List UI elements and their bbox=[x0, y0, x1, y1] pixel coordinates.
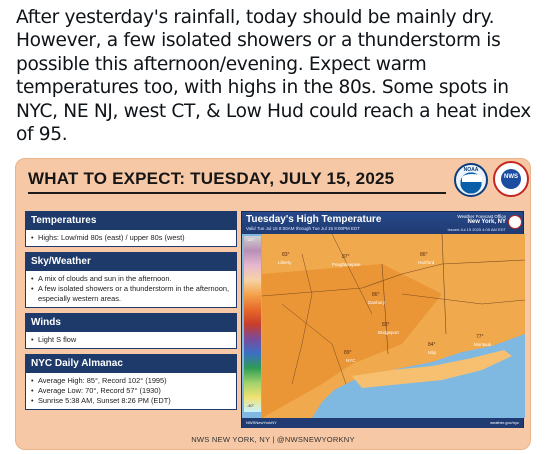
section-sky-body: A mix of clouds and sun in the afternoon… bbox=[25, 270, 237, 308]
map-point-danbury: 86° Danbury bbox=[368, 292, 386, 305]
forecast-sections: Temperatures Highs: Low/mid 80s (east) /… bbox=[25, 211, 237, 415]
map-valid-time: Valid Tue Jul 15 8:00AM through Tue Jul … bbox=[246, 226, 360, 231]
map-footer-url: weather.gov/nyc bbox=[490, 420, 519, 425]
map-header: Tuesday's High Temperature Valid Tue Jul… bbox=[242, 212, 523, 234]
high-temperature-map: Tuesday's High Temperature Valid Tue Jul… bbox=[241, 211, 526, 428]
svg-text:Bridgeport: Bridgeport bbox=[378, 330, 400, 335]
svg-text:89°: 89° bbox=[344, 350, 352, 356]
map-point-poughkeepsie: 87° Poughkeepsie bbox=[332, 254, 361, 267]
noaa-logo: NOAA bbox=[454, 163, 488, 197]
temperature-legend: 120° -40° bbox=[244, 236, 261, 412]
map-office: Weather Forecast Office New York, NY bbox=[457, 214, 506, 225]
graphic-title: WHAT TO EXPECT: TUESDAY, JULY 15, 2025 bbox=[28, 169, 446, 194]
section-almanac-head: NYC Daily Almanac bbox=[25, 354, 237, 372]
map-point-liberty: 83° Liberty bbox=[278, 252, 292, 265]
map-point-bridgeport: 83° Bridgeport bbox=[378, 322, 400, 335]
nws-logo: NWS bbox=[493, 161, 529, 197]
map-point-montauk: 77° Montauk bbox=[474, 334, 492, 347]
map-area: 83° Liberty 87° Poughkeepsie 86° Hartfor… bbox=[242, 233, 526, 418]
post-text: After yesterday's rainfall, today should… bbox=[16, 7, 531, 146]
svg-text:86°: 86° bbox=[372, 292, 380, 298]
map-title: Tuesday's High Temperature bbox=[246, 214, 382, 225]
section-winds-body: Light S flow bbox=[25, 331, 237, 349]
section-sky-head: Sky/Weather bbox=[25, 252, 237, 270]
svg-text:Montauk: Montauk bbox=[474, 342, 492, 347]
map-nws-logo bbox=[508, 215, 522, 229]
weather-graphic[interactable]: WHAT TO EXPECT: TUESDAY, JULY 15, 2025 N… bbox=[15, 158, 531, 450]
section-temperatures-body: Highs: Low/mid 80s (east) / upper 80s (w… bbox=[25, 229, 237, 247]
map-footer: NWSNewYorkNY weather.gov/nyc bbox=[242, 418, 523, 428]
section-winds-head: Winds bbox=[25, 313, 237, 331]
graphic-footer: NWS NEW YORK, NY | @NWSNEWYORKNY bbox=[191, 435, 355, 444]
map-svg: 83° Liberty 87° Poughkeepsie 86° Hartfor… bbox=[261, 233, 526, 418]
map-point-nyc: 89° NYC bbox=[344, 350, 356, 363]
svg-text:77°: 77° bbox=[476, 334, 484, 340]
map-point-islip: 84° Islip bbox=[428, 342, 436, 355]
svg-text:NYC: NYC bbox=[346, 358, 356, 363]
svg-text:Hartford: Hartford bbox=[418, 260, 435, 265]
svg-text:84°: 84° bbox=[428, 342, 436, 348]
section-almanac-body: Average High: 85°, Record 102° (1995) Av… bbox=[25, 372, 237, 410]
svg-text:Liberty: Liberty bbox=[278, 260, 292, 265]
svg-text:Danbury: Danbury bbox=[368, 300, 386, 305]
svg-text:87°: 87° bbox=[342, 254, 350, 260]
svg-text:83°: 83° bbox=[282, 252, 290, 258]
svg-text:86°: 86° bbox=[420, 252, 428, 258]
svg-text:83°: 83° bbox=[382, 322, 390, 328]
svg-text:Islip: Islip bbox=[428, 350, 436, 355]
section-temperatures-head: Temperatures bbox=[25, 211, 237, 229]
map-issued-time: Issued Jul 15 2025 4:05 AM EDT bbox=[447, 227, 506, 232]
svg-text:Poughkeepsie: Poughkeepsie bbox=[332, 262, 361, 267]
map-footer-handle: NWSNewYorkNY bbox=[246, 420, 277, 425]
map-point-hartford: 86° Hartford bbox=[418, 252, 435, 265]
